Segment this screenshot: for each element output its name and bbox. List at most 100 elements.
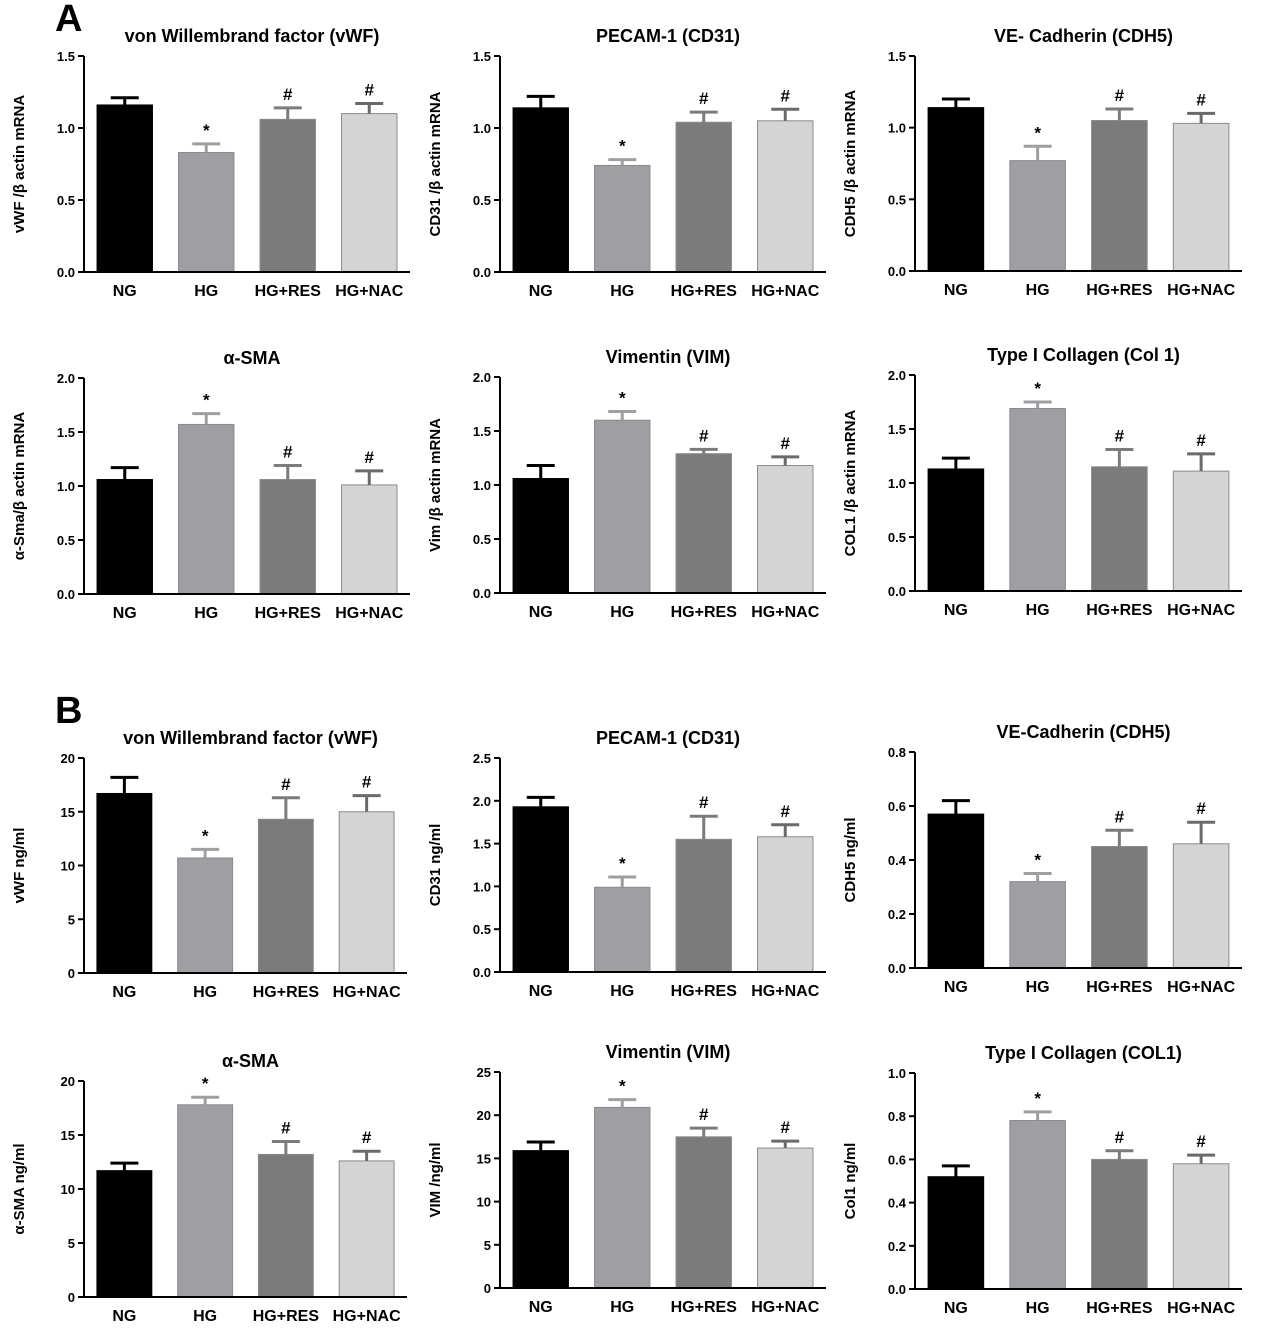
y-tick-label: 0 [68,1290,75,1305]
bar [675,453,732,594]
bar [259,479,316,595]
x-tick-label: HG+RES [1086,979,1153,996]
bar [341,484,398,595]
bar [1009,1120,1066,1290]
significance-marker: # [1115,427,1125,446]
y-tick-label: 2.0 [473,794,491,809]
bar [927,1176,985,1290]
y-tick-label: 1.5 [888,422,906,437]
significance-marker: # [1115,1128,1125,1147]
significance-marker: # [1115,86,1125,105]
significance-marker: # [781,86,791,105]
y-axis-label: CD31 /β actin mRNA [427,91,444,236]
bar [594,886,651,973]
significance-marker: # [699,426,709,445]
x-tick-label: HG+RES [1086,602,1153,619]
significance-marker: # [281,775,291,794]
bar [594,164,651,273]
y-axis-label: vWF ng/ml [11,828,28,904]
y-axis-label: α-SMA ng/ml [11,1143,28,1234]
y-tick-label: 20 [61,751,75,766]
significance-marker: # [699,793,709,812]
y-tick-label: 20 [477,1108,491,1123]
bar [757,120,814,273]
x-tick-label: HG+NAC [751,983,819,1000]
bar [757,465,814,594]
bar [96,104,153,273]
y-tick-label: 0.0 [57,265,75,280]
y-tick-label: 0.5 [473,532,491,547]
chart-title: Type I Collagen (COL1) [985,1043,1182,1063]
y-tick-label: 1.0 [473,478,491,493]
x-tick-label: HG+NAC [333,984,401,1001]
chart-11: Vimentin (VIM) VIM /ng/ml NG * HG # HG+RES # HG+… [427,1042,826,1316]
x-tick-label: HG+NAC [1167,1300,1235,1317]
x-tick-label: HG+NAC [335,605,403,622]
bar [1091,120,1148,272]
y-tick-label: 2.5 [473,751,491,766]
x-tick-label: NG [944,602,968,619]
y-tick-label: 25 [477,1065,491,1080]
bar [927,468,985,592]
bar [1091,1158,1148,1290]
y-tick-label: 0.0 [57,587,75,602]
chart-6: Type I Collagen (Col 1) COL1 /β actin mRN… [842,345,1242,619]
chart-title: VE- Cadherin (CDH5) [994,26,1173,46]
y-tick-label: 1.0 [888,121,906,136]
chart-7: von Willembrand factor (vWF) vWF ng/ml NG *… [11,728,407,1001]
y-tick-label: 0.4 [888,1196,907,1211]
y-tick-label: 0.5 [888,530,906,545]
y-tick-label: 2.0 [57,371,75,386]
y-tick-label: 1.5 [57,49,75,64]
significance-marker: # [362,1128,372,1147]
y-tick-label: 15 [477,1151,491,1166]
bar [594,419,651,594]
chart-2: PECAM-1 (CD31) CD31 /β actin mRNA NG * HG # HG… [427,26,826,300]
bar [257,818,314,974]
y-tick-label: 0.6 [888,1152,906,1167]
bar [1172,470,1230,592]
chart-title: Type I Collagen (Col 1) [987,345,1180,365]
bar [927,813,985,969]
y-tick-label: 0.2 [888,1239,906,1254]
significance-marker: # [1196,431,1206,450]
y-tick-label: 0.6 [888,799,906,814]
y-tick-label: 1.0 [57,479,75,494]
x-tick-label: NG [112,1308,136,1325]
y-axis-label: vWF /β actin mRNA [11,95,28,234]
y-tick-label: 0.5 [57,193,75,208]
x-tick-label: HG [610,983,634,1000]
y-tick-label: 0.0 [473,586,491,601]
significance-marker: # [699,89,709,108]
x-tick-label: HG+NAC [1167,282,1235,299]
x-tick-label: NG [944,282,968,299]
bar [512,1150,569,1289]
x-tick-label: NG [944,979,968,996]
x-tick-label: NG [112,984,136,1001]
x-tick-label: HG [194,283,218,300]
chart-9: VE-Cadherin (CDH5) CDH5 ng/ml NG * HG # HG+RES… [842,722,1242,996]
y-tick-label: 15 [61,805,75,820]
y-tick-label: 5 [68,1236,75,1251]
significance-marker: * [1034,851,1041,870]
chart-4: α-SMA α-Sma/β actin mRNA NG * HG # HG+RES # HG+N… [11,348,410,622]
significance-marker: * [203,391,210,410]
chart-12: Type I Collagen (COL1) Col1 ng/ml NG * HG # HG… [842,1043,1242,1317]
significance-marker: # [362,773,372,792]
y-tick-label: 0.5 [57,533,75,548]
chart-title: Vimentin (VIM) [606,347,731,367]
y-tick-label: 1.5 [57,425,75,440]
panel-label-b: B [55,690,83,732]
bar [1172,122,1230,272]
significance-marker: # [365,448,375,467]
bar [257,1153,314,1298]
y-axis-label: CDH5 ng/ml [842,817,859,902]
bar [1009,160,1066,272]
bar [1172,1163,1230,1290]
panel-label-a: A [55,0,83,40]
y-tick-label: 10 [61,859,75,874]
x-tick-label: NG [113,283,137,300]
significance-marker: * [202,1074,209,1093]
y-tick-label: 0.8 [888,1109,906,1124]
